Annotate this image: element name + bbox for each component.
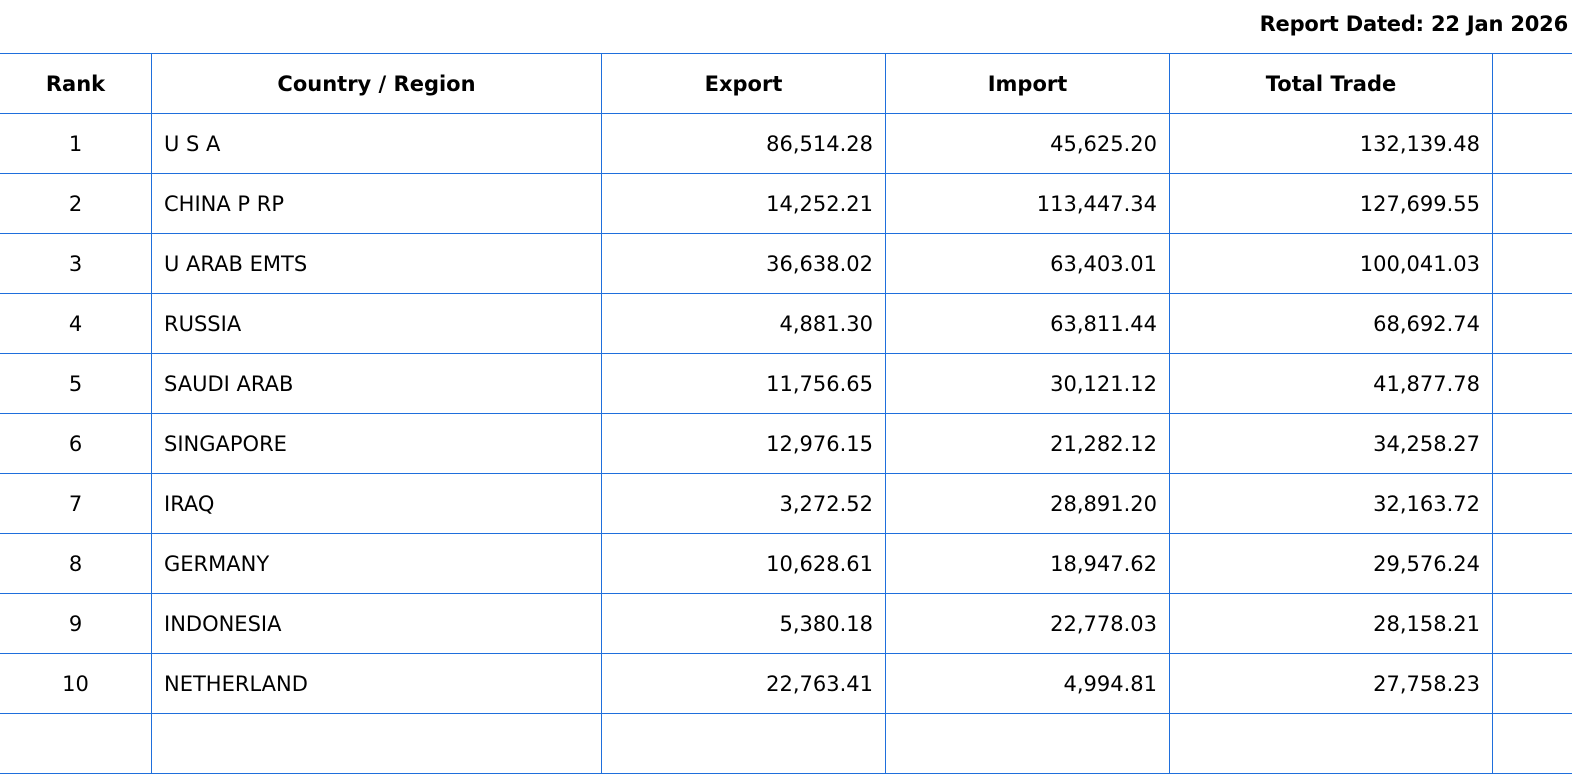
table-row: 7 IRAQ 3,272.52 28,891.20 32,163.72 — [0, 474, 1572, 534]
cell-extra — [1493, 294, 1572, 354]
cell-extra — [1493, 234, 1572, 294]
cell-extra — [1493, 534, 1572, 594]
cell-rank: 4 — [0, 294, 152, 354]
cell-extra — [1493, 114, 1572, 174]
cell-import: 22,778.03 — [886, 594, 1170, 654]
cell-import: 4,994.81 — [886, 654, 1170, 714]
cell-export: 11,756.65 — [602, 354, 886, 414]
cell-rank: 3 — [0, 234, 152, 294]
cell-rank: 5 — [0, 354, 152, 414]
cell-import: 28,891.20 — [886, 474, 1170, 534]
cell-export — [602, 714, 886, 774]
cell-extra — [1493, 354, 1572, 414]
cell-country: SINGAPORE — [152, 414, 602, 474]
cell-export: 5,380.18 — [602, 594, 886, 654]
cell-country: U S A — [152, 114, 602, 174]
cell-export: 10,628.61 — [602, 534, 886, 594]
cell-export: 36,638.02 — [602, 234, 886, 294]
cell-total-trade: 29,576.24 — [1170, 534, 1493, 594]
cell-import — [886, 714, 1170, 774]
cell-total-trade: 100,041.03 — [1170, 234, 1493, 294]
cell-country: NETHERLAND — [152, 654, 602, 714]
table-row: 1 U S A 86,514.28 45,625.20 132,139.48 — [0, 114, 1572, 174]
cell-rank: 9 — [0, 594, 152, 654]
header-rank: Rank — [0, 54, 152, 114]
cell-import: 18,947.62 — [886, 534, 1170, 594]
cell-country: IRAQ — [152, 474, 602, 534]
cell-export: 4,881.30 — [602, 294, 886, 354]
table-row-partial — [0, 714, 1572, 774]
cell-country — [152, 714, 602, 774]
cell-country: INDONESIA — [152, 594, 602, 654]
cell-export: 12,976.15 — [602, 414, 886, 474]
table-body: 1 U S A 86,514.28 45,625.20 132,139.48 2… — [0, 114, 1572, 774]
cell-total-trade: 127,699.55 — [1170, 174, 1493, 234]
cell-export: 14,252.21 — [602, 174, 886, 234]
table-row: 4 RUSSIA 4,881.30 63,811.44 68,692.74 — [0, 294, 1572, 354]
cell-country: CHINA P RP — [152, 174, 602, 234]
cell-extra — [1493, 594, 1572, 654]
cell-total-trade — [1170, 714, 1493, 774]
cell-import: 63,403.01 — [886, 234, 1170, 294]
cell-export: 3,272.52 — [602, 474, 886, 534]
table-row: 10 NETHERLAND 22,763.41 4,994.81 27,758.… — [0, 654, 1572, 714]
cell-rank: 1 — [0, 114, 152, 174]
cell-total-trade: 28,158.21 — [1170, 594, 1493, 654]
cell-rank: 8 — [0, 534, 152, 594]
cell-country: SAUDI ARAB — [152, 354, 602, 414]
cell-export: 22,763.41 — [602, 654, 886, 714]
header-import: Import — [886, 54, 1170, 114]
cell-total-trade: 27,758.23 — [1170, 654, 1493, 714]
cell-import: 45,625.20 — [886, 114, 1170, 174]
header-country-region: Country / Region — [152, 54, 602, 114]
cell-rank: 10 — [0, 654, 152, 714]
table-row: 3 U ARAB EMTS 36,638.02 63,403.01 100,04… — [0, 234, 1572, 294]
table-row: 9 INDONESIA 5,380.18 22,778.03 28,158.21 — [0, 594, 1572, 654]
cell-import: 63,811.44 — [886, 294, 1170, 354]
table-row: 8 GERMANY 10,628.61 18,947.62 29,576.24 — [0, 534, 1572, 594]
cell-total-trade: 68,692.74 — [1170, 294, 1493, 354]
table-header-row: Rank Country / Region Export Import Tota… — [0, 54, 1572, 114]
cell-import: 21,282.12 — [886, 414, 1170, 474]
cell-total-trade: 41,877.78 — [1170, 354, 1493, 414]
cell-rank: 7 — [0, 474, 152, 534]
cell-import: 113,447.34 — [886, 174, 1170, 234]
cell-extra — [1493, 174, 1572, 234]
table-row: 2 CHINA P RP 14,252.21 113,447.34 127,69… — [0, 174, 1572, 234]
cell-country: RUSSIA — [152, 294, 602, 354]
trade-table-container: Rank Country / Region Export Import Tota… — [0, 53, 1572, 774]
cell-rank: 6 — [0, 414, 152, 474]
cell-total-trade: 34,258.27 — [1170, 414, 1493, 474]
table-row: 6 SINGAPORE 12,976.15 21,282.12 34,258.2… — [0, 414, 1572, 474]
header-export: Export — [602, 54, 886, 114]
cell-extra — [1493, 654, 1572, 714]
cell-rank: 2 — [0, 174, 152, 234]
cell-country: U ARAB EMTS — [152, 234, 602, 294]
cell-export: 86,514.28 — [602, 114, 886, 174]
table-row: 5 SAUDI ARAB 11,756.65 30,121.12 41,877.… — [0, 354, 1572, 414]
trade-table: Rank Country / Region Export Import Tota… — [0, 53, 1572, 774]
header-total-trade: Total Trade — [1170, 54, 1493, 114]
report-dated-label: Report Dated: 22 Jan 2026 — [1260, 12, 1568, 36]
cell-rank — [0, 714, 152, 774]
cell-total-trade: 32,163.72 — [1170, 474, 1493, 534]
cell-total-trade: 132,139.48 — [1170, 114, 1493, 174]
cell-import: 30,121.12 — [886, 354, 1170, 414]
cell-extra — [1493, 414, 1572, 474]
cell-extra — [1493, 714, 1572, 774]
cell-country: GERMANY — [152, 534, 602, 594]
cell-extra — [1493, 474, 1572, 534]
header-extra — [1493, 54, 1572, 114]
